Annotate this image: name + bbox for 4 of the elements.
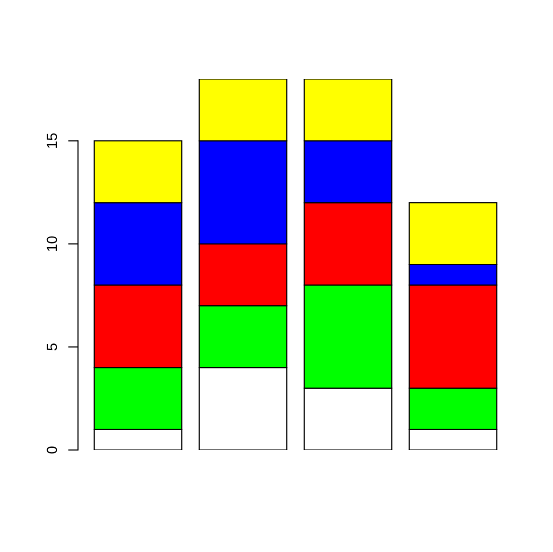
y-tick-label: 5 — [46, 344, 58, 350]
y-tick-label: 10 — [46, 236, 58, 251]
y-tick-label: 0 — [46, 446, 58, 454]
y-tick-label: 15 — [46, 133, 58, 148]
